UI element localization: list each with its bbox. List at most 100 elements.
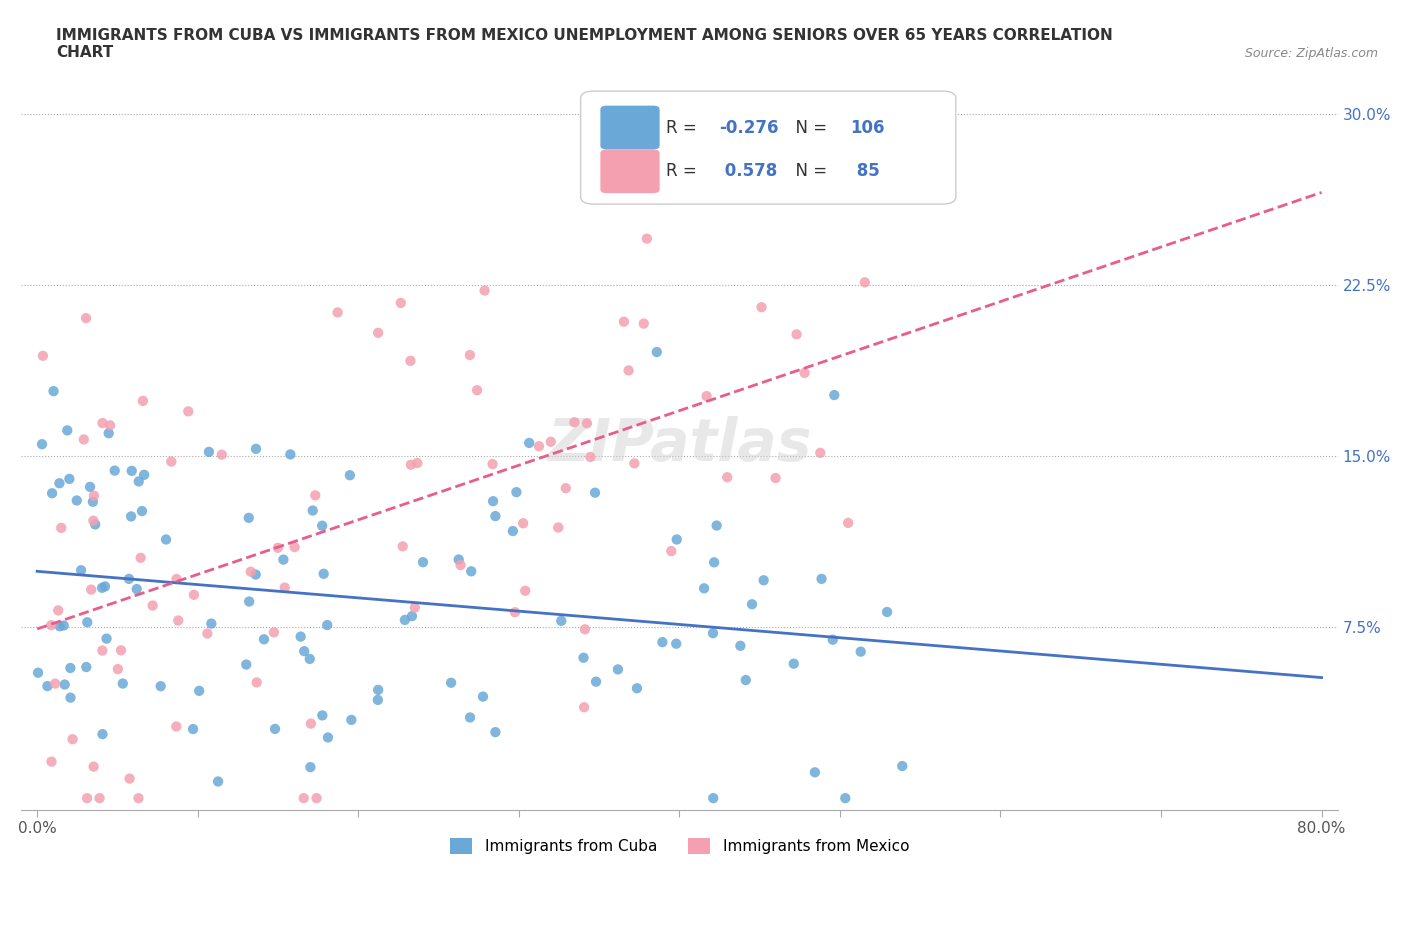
- Point: [245, 567, 267, 582]
- Point: [70, 563, 93, 578]
- Point: [58, 472, 80, 486]
- Point: [149, 679, 172, 694]
- Point: [166, 572, 188, 587]
- Point: [606, 662, 628, 677]
- Point: [264, 722, 287, 737]
- Point: [111, 676, 134, 691]
- Point: [110, 643, 132, 658]
- Point: [62, 732, 84, 747]
- Point: [142, 598, 165, 613]
- Point: [91, 416, 114, 431]
- Text: ZIPatlas: ZIPatlas: [547, 417, 811, 473]
- Point: [82, 513, 104, 528]
- Point: [134, 468, 156, 483]
- Point: [465, 383, 488, 398]
- Point: [298, 651, 321, 666]
- Point: [46, 603, 69, 618]
- Point: [280, 447, 302, 462]
- Point: [97, 426, 120, 441]
- Point: [458, 710, 481, 724]
- Point: [267, 540, 290, 555]
- Point: [515, 583, 537, 598]
- Point: [399, 458, 422, 472]
- Text: 85: 85: [851, 162, 879, 180]
- Text: N =: N =: [785, 118, 832, 137]
- Point: [693, 581, 716, 596]
- Point: [89, 790, 111, 805]
- Point: [752, 573, 775, 588]
- Text: IMMIGRANTS FROM CUBA VS IMMIGRANTS FROM MEXICO UNEMPLOYMENT AMONG SENIORS OVER 6: IMMIGRANTS FROM CUBA VS IMMIGRANTS FROM …: [56, 28, 1114, 60]
- Point: [474, 283, 496, 298]
- Point: [391, 539, 413, 554]
- Point: [576, 416, 599, 431]
- Point: [696, 389, 718, 404]
- Point: [107, 661, 129, 676]
- Point: [804, 764, 827, 779]
- Point: [96, 631, 118, 646]
- Point: [481, 457, 503, 472]
- Point: [160, 454, 183, 469]
- Point: [118, 771, 141, 786]
- Point: [702, 626, 724, 641]
- Point: [554, 481, 576, 496]
- Point: [181, 722, 204, 737]
- Point: [540, 434, 562, 449]
- Point: [399, 353, 422, 368]
- Point: [91, 644, 114, 658]
- Point: [326, 305, 349, 320]
- Point: [891, 759, 914, 774]
- Point: [91, 580, 114, 595]
- Point: [207, 774, 229, 789]
- Point: [118, 571, 141, 586]
- Point: [367, 693, 389, 708]
- Point: [39, 618, 62, 632]
- FancyBboxPatch shape: [600, 150, 659, 193]
- Point: [104, 463, 127, 478]
- Point: [821, 632, 844, 647]
- Point: [56, 423, 79, 438]
- Point: [200, 617, 222, 631]
- Point: [340, 712, 363, 727]
- Point: [401, 609, 423, 624]
- Point: [617, 363, 640, 378]
- Point: [128, 790, 150, 805]
- Point: [304, 488, 326, 503]
- Point: [547, 520, 569, 535]
- Point: [198, 445, 221, 459]
- Point: [292, 790, 315, 805]
- Point: [75, 659, 97, 674]
- Point: [484, 509, 506, 524]
- Point: [238, 511, 260, 525]
- Text: N =: N =: [785, 162, 832, 180]
- Point: [76, 615, 98, 630]
- Point: [823, 388, 845, 403]
- Point: [450, 558, 472, 573]
- Point: [311, 518, 333, 533]
- Point: [404, 600, 426, 615]
- Point: [484, 724, 506, 739]
- Point: [235, 658, 257, 672]
- Point: [273, 552, 295, 567]
- Point: [636, 232, 658, 246]
- Point: [253, 631, 276, 646]
- Point: [849, 644, 872, 659]
- Point: [810, 571, 832, 586]
- Point: [503, 604, 526, 619]
- Point: [82, 495, 104, 510]
- Point: [246, 675, 269, 690]
- Point: [527, 439, 550, 454]
- Point: [76, 790, 98, 805]
- Point: [579, 449, 602, 464]
- Point: [458, 348, 481, 363]
- Point: [188, 684, 211, 698]
- Text: R =: R =: [666, 118, 702, 137]
- Point: [890, 163, 912, 178]
- Point: [751, 299, 773, 314]
- Point: [651, 634, 673, 649]
- Point: [197, 626, 219, 641]
- Text: 0.578: 0.578: [718, 162, 778, 180]
- Text: -0.276: -0.276: [718, 118, 779, 137]
- Point: [183, 588, 205, 603]
- Point: [27, 665, 49, 680]
- Point: [741, 597, 763, 612]
